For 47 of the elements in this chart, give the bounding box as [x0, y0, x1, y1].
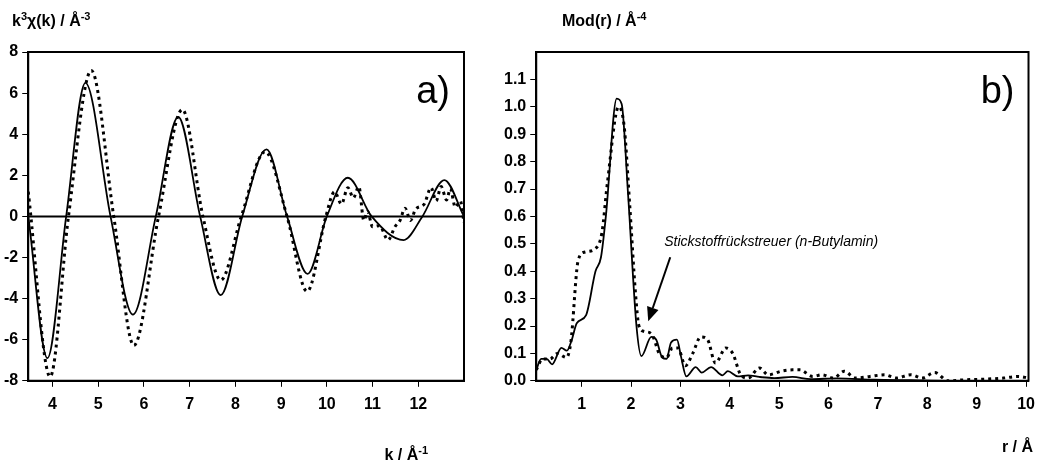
y-tick-label: 8: [9, 42, 19, 60]
y-tick-label: 0.9: [503, 124, 527, 142]
annotation: a): [416, 69, 450, 112]
y-tick-label: 0.8: [503, 152, 527, 170]
x-tick-label: 9: [972, 394, 982, 412]
x-tick-label: 3: [675, 394, 685, 412]
x-tick-label: 12: [409, 394, 428, 412]
x-tick-label: 8: [922, 394, 932, 412]
y-tick-label: 0.1: [503, 343, 527, 361]
x-tick-label: 4: [725, 394, 735, 412]
y-tick-label: -8: [3, 371, 19, 389]
x-tick-label: 6: [824, 394, 834, 412]
y-tick-label: 0.0: [503, 371, 527, 389]
y-tick-label: -2: [3, 247, 19, 265]
y-tick-label: 0.7: [503, 179, 527, 197]
x-tick-label: 2: [626, 394, 636, 412]
x-tick-label: 10: [317, 394, 336, 412]
annotation: b): [980, 69, 1015, 112]
y-axis-title: Mod(r) / Å$^{-4}$: [562, 10, 647, 31]
y-tick-label: 0: [9, 206, 19, 224]
x-tick-label: 4: [48, 394, 58, 412]
x-tick-label: 9: [276, 394, 286, 412]
y-tick-label: 6: [9, 83, 19, 101]
y-tick-label: 0.5: [503, 234, 527, 252]
y-tick-label: 1.1: [503, 69, 527, 87]
x-tick-label: 1: [577, 394, 587, 412]
x-tick-label: 5: [774, 394, 784, 412]
y-tick-label: 0.3: [503, 289, 527, 307]
y-tick-label: 2: [9, 165, 19, 183]
y-tick-label: 0.2: [503, 316, 527, 334]
x-axis-title: r / Å: [1001, 438, 1033, 456]
x-tick-label: 10: [1017, 394, 1036, 412]
x-tick-label: 7: [185, 394, 195, 412]
x-axis-title: k / Å$^{-1}$: [384, 444, 428, 465]
y-axis-title: k$^{3}$χ(k) / Å$^{-3}$: [12, 10, 91, 31]
y-tick-label: -6: [3, 330, 19, 348]
x-tick-label: 5: [93, 394, 103, 412]
annotation: Stickstoffrückstreuer (n-Butylamin): [664, 233, 879, 250]
y-tick-label: 4: [9, 124, 19, 142]
x-tick-label: 7: [873, 394, 883, 412]
x-tick-label: 8: [230, 394, 240, 412]
x-tick-label: 11: [364, 394, 382, 412]
y-tick-label: -4: [3, 289, 19, 307]
y-tick-label: 0.4: [503, 261, 527, 279]
y-tick-label: 1.0: [503, 97, 527, 115]
y-tick-label: 0.6: [503, 206, 527, 224]
x-tick-label: 6: [139, 394, 149, 412]
